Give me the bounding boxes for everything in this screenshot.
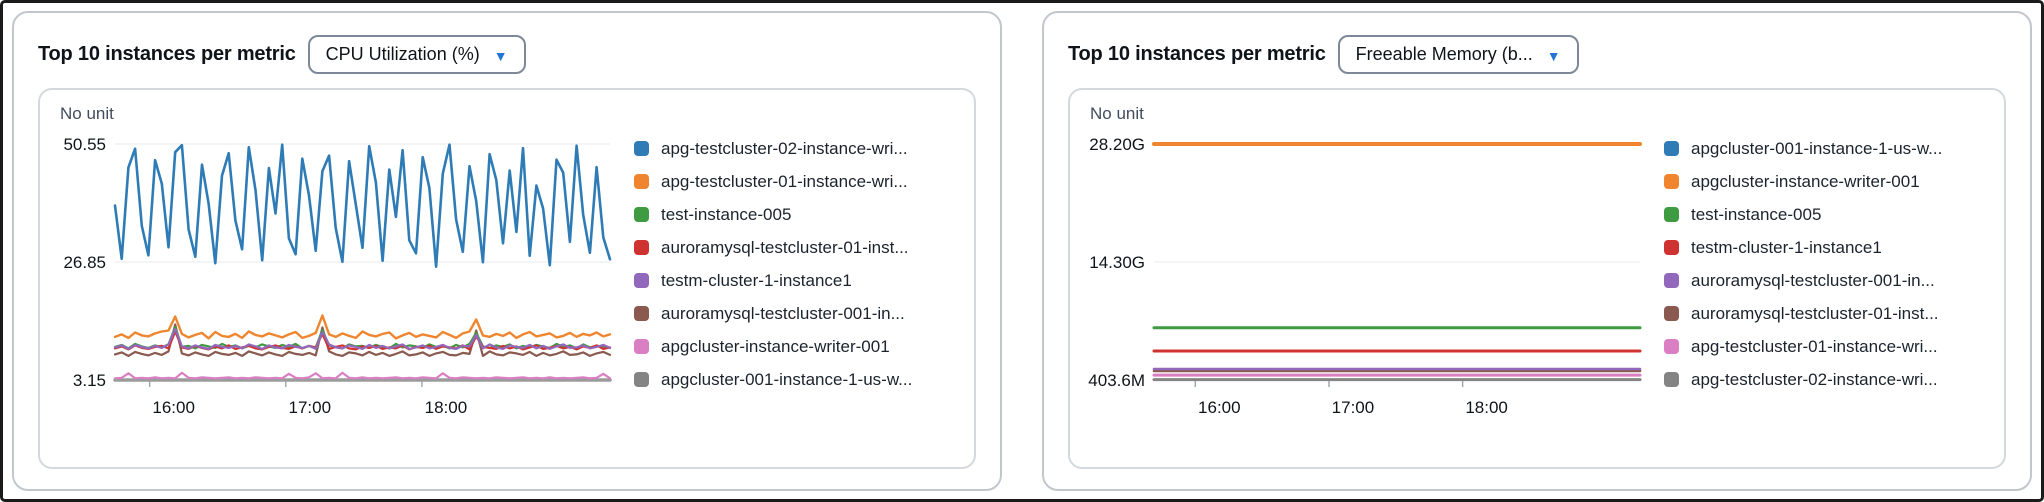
legend-label: testm-cluster-1-instance1 <box>661 270 852 290</box>
y-axis-tick-label: 26.85 <box>63 253 106 272</box>
legend-item[interactable]: test-instance-005 <box>634 198 956 231</box>
y-axis-tick-label: 403.6M <box>1088 371 1145 390</box>
legend-color-swatch <box>1664 207 1679 222</box>
legend-color-swatch <box>634 240 649 255</box>
chart-container: No unit 28.20G 14.30G 403.6M 16:00 17:00 18:0… <box>1068 88 2006 469</box>
series-line <box>113 323 612 357</box>
dropdown-caret-icon: ▼ <box>493 47 508 64</box>
metric-dropdown[interactable]: CPU Utilization (%) ▼ <box>307 35 526 74</box>
x-axis-tick-label: 16:00 <box>1198 398 1241 417</box>
legend-label: testm-cluster-1-instance1 <box>1691 237 1882 257</box>
legend-color-swatch <box>634 306 649 321</box>
legend-label: apgcluster-001-instance-1-us-w... <box>1691 138 1943 158</box>
legend-item[interactable]: apg-testcluster-02-instance-wri... <box>1664 363 1986 396</box>
panel-title: Top 10 instances per metric <box>38 43 296 65</box>
panel-header: Top 10 instances per metric Freeable Mem… <box>1068 35 2006 74</box>
metric-dropdown-label: CPU Utilization (%) <box>325 44 480 64</box>
series-line <box>113 371 612 380</box>
unit-label: No unit <box>1090 104 1144 123</box>
metric-panel-memory: Top 10 instances per metric Freeable Mem… <box>1042 11 2032 491</box>
legend-label: apg-testcluster-02-instance-wri... <box>661 138 908 158</box>
legend-item[interactable]: auroramysql-testcluster-01-inst... <box>1664 297 1986 330</box>
legend-item[interactable]: apg-testcluster-01-instance-wri... <box>634 165 956 198</box>
legend-color-swatch <box>1664 174 1679 189</box>
legend-label: apg-testcluster-02-instance-wri... <box>1691 369 1938 389</box>
legend-label: apg-testcluster-01-instance-wri... <box>1691 336 1938 356</box>
legend-color-swatch <box>634 273 649 288</box>
unit-label: No unit <box>60 104 114 123</box>
legend-label: apgcluster-instance-writer-001 <box>661 336 890 356</box>
legend-item[interactable]: auroramysql-testcluster-001-in... <box>634 297 956 330</box>
legend-label: test-instance-005 <box>661 204 792 224</box>
line-chart: 50.55 26.85 3.15 16:00 17:00 18:00 <box>63 135 612 417</box>
legend-color-swatch <box>634 207 649 222</box>
legend-label: apgcluster-instance-writer-001 <box>1691 171 1920 191</box>
legend-label: auroramysql-testcluster-001-in... <box>661 303 905 323</box>
chart-row: 28.20G 14.30G 403.6M 16:00 17:00 18:00 apgclu… <box>1088 128 1986 461</box>
legend-item[interactable]: apgcluster-001-instance-1-us-w... <box>1664 132 1986 165</box>
y-axis-tick-label: 50.55 <box>63 135 106 154</box>
legend-color-swatch <box>634 372 649 387</box>
legend-item[interactable]: test-instance-005 <box>1664 198 1986 231</box>
chart-container: No unit 50.55 26.85 3.15 16:00 17:00 18:00 ap… <box>38 88 976 469</box>
legend-item[interactable]: apgcluster-001-instance-1-us-w... <box>634 363 956 396</box>
legend-item[interactable]: apg-testcluster-01-instance-wri... <box>1664 330 1986 363</box>
line-chart: 28.20G 14.30G 403.6M 16:00 17:00 18:00 <box>1088 135 1642 417</box>
legend-label: apgcluster-001-instance-1-us-w... <box>661 369 913 389</box>
dropdown-caret-icon: ▼ <box>1546 47 1561 64</box>
legend-color-swatch <box>1664 240 1679 255</box>
series-line <box>113 327 612 350</box>
legend-color-swatch <box>634 339 649 354</box>
legend-item[interactable]: testm-cluster-1-instance1 <box>1664 231 1986 264</box>
legend-color-swatch <box>1664 339 1679 354</box>
panel-header: Top 10 instances per metric CPU Utilizat… <box>38 35 976 74</box>
panel-title: Top 10 instances per metric <box>1068 43 1326 65</box>
y-axis-tick-label: 3.15 <box>73 371 106 390</box>
chart-row: 50.55 26.85 3.15 16:00 17:00 18:00 apg-testcl… <box>58 128 956 461</box>
metric-panel-cpu: Top 10 instances per metric CPU Utilizat… <box>12 11 1002 491</box>
legend-item[interactable]: testm-cluster-1-instance1 <box>634 264 956 297</box>
series-line <box>113 143 612 268</box>
chart-legend: apg-testcluster-02-instance-wri... apg-te… <box>634 128 956 461</box>
legend-label: auroramysql-testcluster-01-inst... <box>661 237 909 257</box>
legend-item[interactable]: auroramysql-testcluster-01-inst... <box>634 231 956 264</box>
legend-label: auroramysql-testcluster-01-inst... <box>1691 303 1939 323</box>
legend-color-swatch <box>1664 372 1679 387</box>
x-axis-tick-label: 18:00 <box>425 398 468 417</box>
legend-item[interactable]: apgcluster-instance-writer-001 <box>634 330 956 363</box>
y-axis-tick-label: 14.30G <box>1089 253 1145 272</box>
legend-color-swatch <box>1664 306 1679 321</box>
legend-color-swatch <box>634 141 649 156</box>
metric-dropdown-label: Freeable Memory (b... <box>1355 44 1533 64</box>
legend-color-swatch <box>1664 273 1679 288</box>
legend-color-swatch <box>634 174 649 189</box>
chart-legend: apgcluster-001-instance-1-us-w... apgclus… <box>1664 128 1986 461</box>
legend-label: apg-testcluster-01-instance-wri... <box>661 171 908 191</box>
legend-item[interactable]: auroramysql-testcluster-001-in... <box>1664 264 1986 297</box>
x-axis-tick-label: 18:00 <box>1465 398 1508 417</box>
legend-color-swatch <box>1664 141 1679 156</box>
metric-dropdown[interactable]: Freeable Memory (b... ▼ <box>1337 35 1579 74</box>
legend-label: auroramysql-testcluster-001-in... <box>1691 270 1935 290</box>
legend-item[interactable]: apgcluster-instance-writer-001 <box>1664 165 1986 198</box>
x-axis-tick-label: 17:00 <box>1332 398 1375 417</box>
legend-label: test-instance-005 <box>1691 204 1822 224</box>
series-line <box>113 314 612 340</box>
x-axis-tick-label: 16:00 <box>152 398 195 417</box>
legend-item[interactable]: apg-testcluster-02-instance-wri... <box>634 132 956 165</box>
x-axis-tick-label: 17:00 <box>289 398 332 417</box>
y-axis-tick-label: 28.20G <box>1089 135 1145 154</box>
